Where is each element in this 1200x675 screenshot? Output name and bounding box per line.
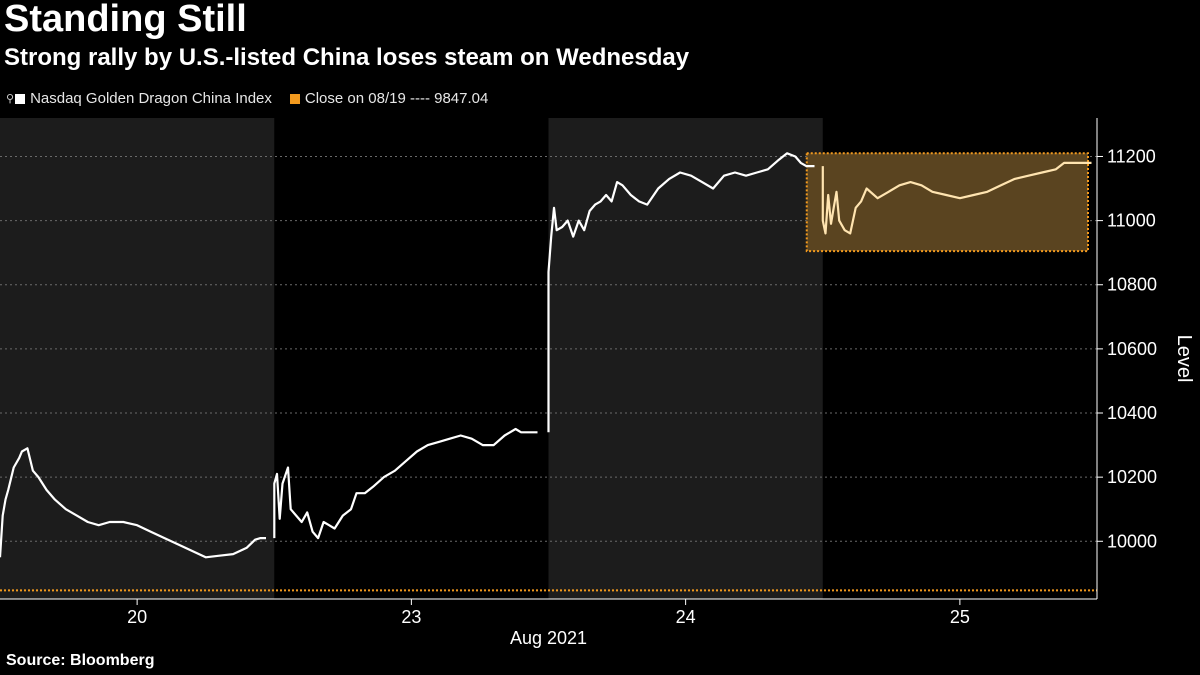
y-tick-label-10200: 10200 (1107, 467, 1157, 487)
line-marker-icon: ⚲ (6, 93, 15, 105)
day-shading (0, 118, 823, 599)
chart-subtitle: Strong rally by U.S.-listed China loses … (4, 44, 690, 71)
x-tick-label-24: 24 (676, 607, 696, 627)
x-tick-labels: 20 23 24 25 (127, 607, 970, 627)
series-lines (0, 152, 1092, 559)
axes (0, 118, 1103, 605)
x-tick-label-20: 20 (127, 607, 147, 627)
legend: ⚲ Nasdaq Golden Dragon China Index Close… (6, 90, 506, 107)
day-shade-20 (0, 118, 275, 599)
legend-item-series: ⚲ Nasdaq Golden Dragon China Index (6, 90, 272, 107)
x-tick-label-25: 25 (950, 607, 970, 627)
y-tick-label-11200: 11200 (1107, 146, 1156, 166)
legend-series-label: Nasdaq Golden Dragon China Index (30, 90, 272, 107)
white-swatch-icon (15, 93, 26, 104)
series-line-day-24 (547, 152, 815, 433)
y-tick-labels: 10000 10200 10400 10600 10800 11000 11200 (1107, 146, 1157, 551)
y-tick-label-10400: 10400 (1107, 403, 1157, 423)
y-tick-label-11000: 11000 (1107, 211, 1156, 231)
y-axis-title: Level (1173, 335, 1195, 383)
series-line-day-25 (821, 161, 1092, 235)
orange-swatch-icon (289, 93, 300, 104)
source-note: Source: Bloomberg (6, 652, 155, 669)
x-tick-label-23: 23 (401, 607, 421, 627)
y-tick-label-10800: 10800 (1107, 275, 1157, 295)
day-shade-24 (548, 118, 823, 599)
y-tick-label-10000: 10000 (1107, 531, 1157, 551)
series-line-day-23 (273, 427, 538, 540)
chart-title: Standing Still (4, 0, 247, 40)
x-axis-title: Aug 2021 (510, 628, 587, 648)
highlight-box (805, 152, 1089, 253)
y-tick-label-10600: 10600 (1107, 339, 1157, 359)
legend-item-reference: Close on 08/19 ---- 9847.04 (289, 90, 489, 107)
series-line-day-20 (0, 447, 266, 559)
legend-reference-label: Close on 08/19 ---- 9847.04 (304, 90, 489, 107)
